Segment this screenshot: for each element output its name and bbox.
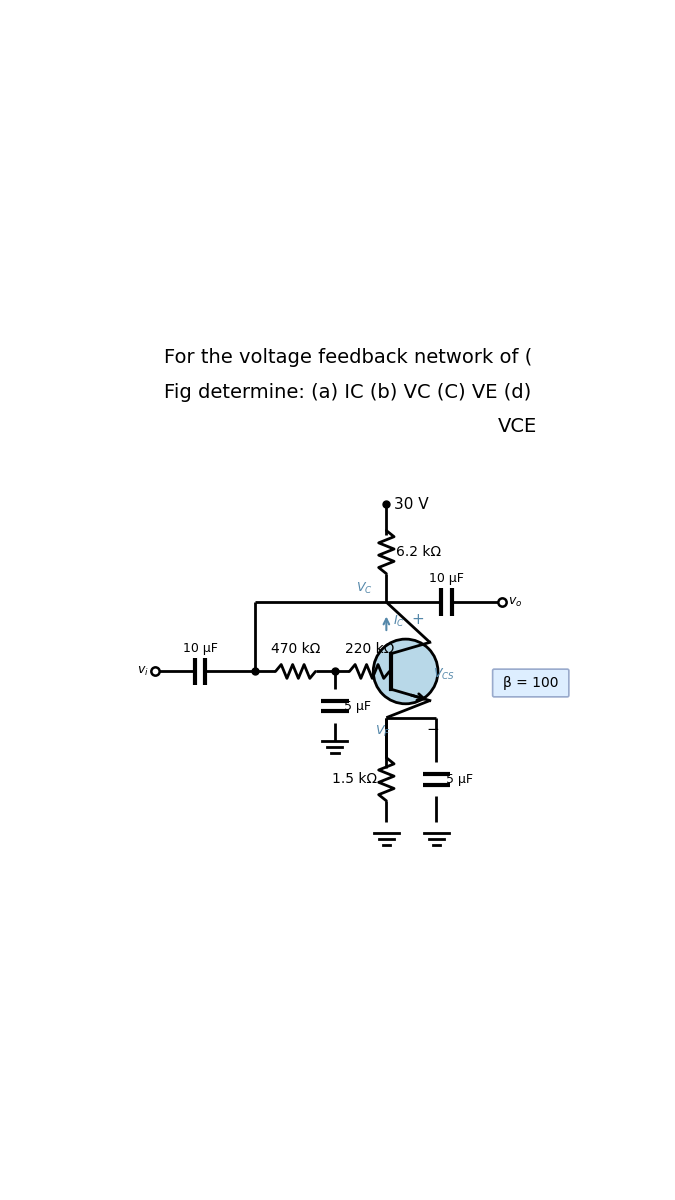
Text: $v_i$: $v_i$ [138,665,149,678]
Text: $v_o$: $v_o$ [508,595,522,608]
FancyBboxPatch shape [493,670,569,697]
Text: $V_C$: $V_C$ [356,581,373,596]
Circle shape [373,640,438,703]
Text: β = 100: β = 100 [503,676,558,690]
Text: 1.5 kΩ: 1.5 kΩ [332,773,377,786]
Text: Fig determine: (a) IC (b) VC (C) VE (d): Fig determine: (a) IC (b) VC (C) VE (d) [164,383,531,402]
Text: 6.2 kΩ: 6.2 kΩ [396,545,441,559]
Text: 30 V: 30 V [394,497,429,512]
Text: −: − [426,721,439,737]
Text: $V_F$: $V_F$ [375,724,390,739]
Text: 5 μF: 5 μF [446,773,472,786]
Text: 10 μF: 10 μF [429,572,464,586]
Text: +: + [411,612,424,626]
Text: For the voltage feedback network of (: For the voltage feedback network of ( [164,348,532,367]
Text: 5 μF: 5 μF [344,700,371,713]
Text: 470 kΩ: 470 kΩ [271,642,320,656]
Text: 10 μF: 10 μF [182,642,217,654]
Text: $I_C$: $I_C$ [393,614,404,629]
Text: $V_{CS}$: $V_{CS}$ [433,667,455,683]
Text: 220 kΩ: 220 kΩ [345,642,394,656]
Text: VCE: VCE [497,418,537,437]
